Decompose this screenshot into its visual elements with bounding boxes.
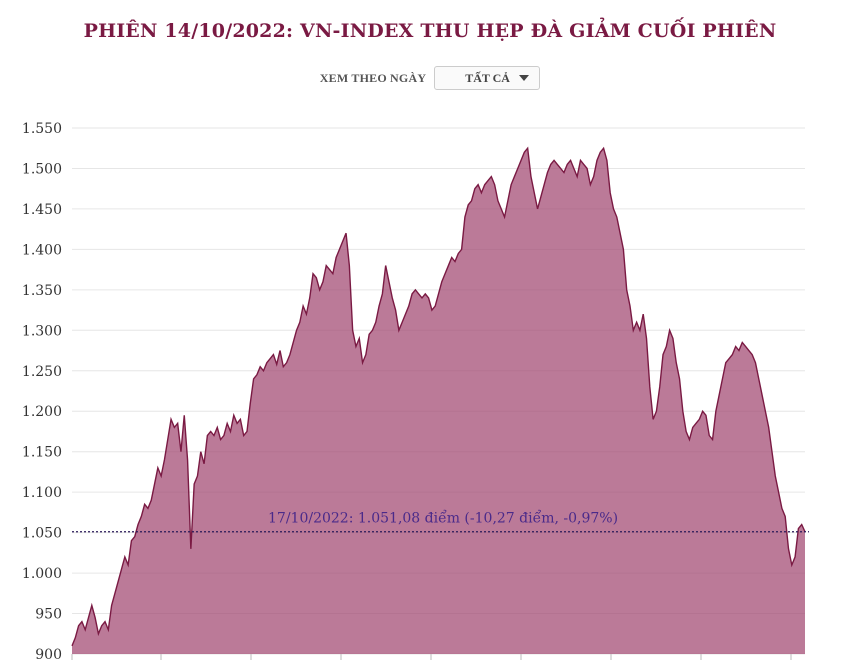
- dropdown-selected-value: TẤT CẢ: [465, 70, 510, 85]
- y-tick-label: 1.000: [22, 566, 62, 582]
- y-tick-label: 1.300: [22, 323, 62, 339]
- y-axis: 900 950 1.000 1.050 1.100 1.150 1.200 1.250 1.30…: [22, 121, 62, 662]
- y-tick-label: 1.400: [22, 242, 62, 258]
- y-tick-label: 1.350: [22, 283, 62, 299]
- y-tick-label: 1.200: [22, 404, 62, 420]
- date-dropdown[interactable]: TẤT CẢ: [434, 66, 541, 90]
- filter-label: XEM THEO NGÀY: [319, 70, 427, 85]
- caret-down-icon: [519, 75, 530, 81]
- y-tick-label: 1.050: [22, 526, 62, 542]
- y-tick-label: 1.450: [22, 202, 62, 218]
- current-value-annotation: 17/10/2022: 1.051,08 điểm (-10,27 điểm, …: [268, 509, 618, 527]
- y-tick-label: 1.250: [22, 364, 62, 380]
- y-tick-label: 1.500: [22, 161, 62, 177]
- x-axis-ticks: [71, 654, 792, 660]
- page-title: PHIÊN 14/10/2022: VN-INDEX THU HẸP ĐÀ GI…: [83, 20, 777, 42]
- y-tick-label: 1.150: [22, 445, 62, 461]
- vnindex-area: [72, 148, 805, 655]
- y-tick-label: 900: [35, 647, 62, 662]
- y-tick-label: 950: [35, 607, 62, 623]
- vnindex-line: [71, 146, 806, 647]
- y-tick-label: 1.100: [22, 485, 62, 501]
- y-tick-label: 1.550: [22, 121, 62, 137]
- date-filter: XEM THEO NGÀY TẤT CẢ: [0, 66, 860, 90]
